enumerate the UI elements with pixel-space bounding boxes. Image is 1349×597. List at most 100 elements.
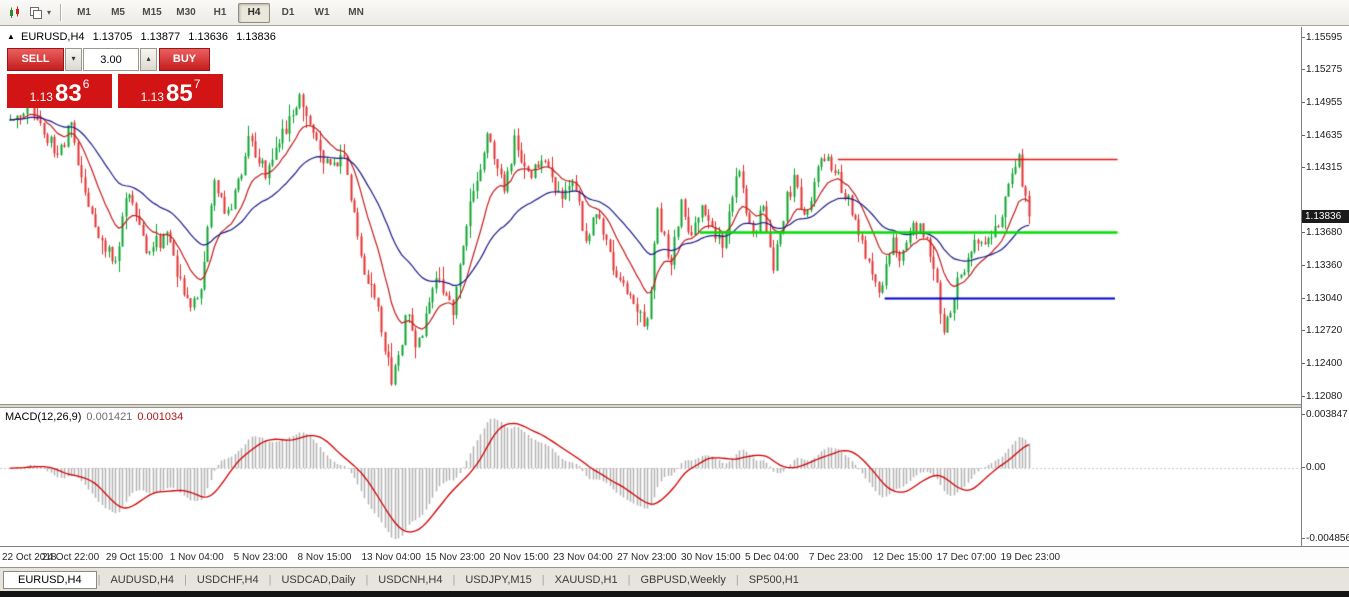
- time-axis-label: 29 Oct 15:00: [105, 552, 164, 563]
- price-tick-label: 1.12080: [1301, 390, 1343, 402]
- timeframe-button-d1[interactable]: D1: [281, 6, 295, 18]
- time-axis-label: 7 Dec 23:00: [808, 552, 863, 563]
- buy-price-pip: 7: [193, 77, 201, 91]
- macd-axis-label: -0.004856: [1301, 533, 1349, 544]
- window-bottom-edge: [0, 591, 1349, 597]
- tab-separator: |: [735, 573, 739, 586]
- window-marker-icon: ▲: [7, 32, 15, 41]
- macd-main-value: 0.001421: [86, 411, 133, 423]
- sell-price-big: 83: [54, 80, 82, 107]
- price-tick-label: 1.13680: [1301, 227, 1343, 239]
- timeframe-button-m15[interactable]: M15: [142, 6, 162, 18]
- toolbar: ▾ M1 M5 M15 M30 H1 H4 D1 W1 MN: [0, 0, 1349, 26]
- time-axis[interactable]: 22 Oct 2018 24 Oct 22:00 29 Oct 15:00 1 Nov…: [0, 546, 1349, 567]
- toolbar-separator: [60, 4, 63, 21]
- chart-icon[interactable]: [5, 3, 25, 23]
- buy-button[interactable]: BUY: [159, 48, 210, 71]
- tab-separator: |: [452, 573, 456, 586]
- time-axis-label: 5 Dec 04:00: [744, 552, 799, 563]
- chart-tab-gbpusd-weekly[interactable]: GBPUSD,Weekly: [640, 573, 726, 586]
- timeframe-button-m1[interactable]: M1: [77, 6, 91, 18]
- chart-tab-usdchf-h4[interactable]: USDCHF,H4: [196, 573, 259, 586]
- trade-controls-row: SELL ▾ ▴ BUY: [7, 48, 223, 71]
- volume-preset-button[interactable]: ▾: [65, 48, 82, 71]
- time-axis-label: 22 Oct 2018: [2, 552, 57, 563]
- price-tick-label: 1.14315: [1301, 162, 1343, 174]
- price-tick-label: 1.15595: [1301, 31, 1343, 43]
- buy-price-big: 85: [165, 80, 193, 107]
- buy-price-prefix: 1.13: [140, 90, 164, 104]
- time-axis-label: 17 Dec 07:00: [936, 552, 997, 563]
- chart-tab-eurusd-h4[interactable]: EURUSD,H4: [3, 570, 97, 589]
- timeframe-toolbar: M1 M5 M15 M30 H1 H4 D1 W1 MN: [68, 2, 374, 23]
- time-axis-label: 5 Nov 23:00: [233, 552, 288, 563]
- current-price-badge: 1.13836: [1302, 210, 1349, 224]
- symbol-title: EURUSD,H4: [20, 31, 85, 43]
- time-axis-label: 27 Nov 23:00: [617, 552, 677, 563]
- time-axis-label: 24 Oct 22:00: [41, 552, 100, 563]
- price-tick-label: 1.14955: [1301, 97, 1343, 109]
- timeframe-button-mn[interactable]: MN: [348, 6, 364, 18]
- time-axis-label: 15 Nov 23:00: [425, 552, 485, 563]
- timeframe-button-w1[interactable]: W1: [314, 6, 330, 18]
- macd-axis-label: 0.00: [1301, 462, 1326, 474]
- time-axis-label: 30 Nov 15:00: [681, 552, 741, 563]
- dropdown-caret-icon[interactable]: ▾: [47, 8, 52, 17]
- macd-name: MACD(12,26,9): [5, 411, 82, 423]
- volume-input[interactable]: [83, 48, 139, 71]
- tab-separator: |: [268, 573, 272, 586]
- tab-separator: |: [184, 573, 187, 586]
- sell-price-pip: 6: [82, 77, 90, 91]
- timeframe-button-h4[interactable]: H4: [238, 2, 271, 23]
- price-tick-label: 1.13040: [1301, 292, 1343, 304]
- trade-prices-row: 1.13 83 6 1.13 85 7: [7, 74, 223, 108]
- sell-price-tile[interactable]: 1.13 83 6: [7, 74, 112, 108]
- volume-stepper-button[interactable]: ▴: [140, 48, 157, 71]
- tab-separator: |: [97, 573, 101, 586]
- price-tick-label: 1.14635: [1301, 129, 1343, 141]
- chart-tab-audusd-h4[interactable]: AUDUSD,H4: [110, 573, 175, 586]
- ohlc-high: 1.13877: [140, 31, 181, 43]
- price-tick-label: 1.12720: [1301, 325, 1343, 337]
- price-axis[interactable]: 1.15595 1.15275 1.14955 1.14635 1.14315 1.136…: [1301, 27, 1349, 546]
- panel-splitter[interactable]: [0, 404, 1349, 408]
- time-axis-label: 19 Dec 23:00: [1000, 552, 1061, 563]
- price-tick-label: 1.12400: [1301, 358, 1343, 370]
- chart-tab-xauusd-h1[interactable]: XAUUSD,H1: [554, 573, 618, 586]
- macd-axis-label: 0.003847: [1302, 409, 1348, 420]
- time-axis-label: 20 Nov 15:00: [489, 552, 549, 563]
- price-tick-label: 1.13360: [1301, 260, 1343, 272]
- chart-header: ▲ EURUSD,H4 1.13705 1.13877 1.13636 1.13…: [7, 31, 276, 43]
- buy-price-tile[interactable]: 1.13 85 7: [118, 74, 223, 108]
- chevron-down-icon: ▾: [71, 54, 76, 63]
- chart-tab-sp500-h1[interactable]: SP500,H1: [748, 573, 799, 586]
- timeframe-button-m5[interactable]: M5: [111, 6, 125, 18]
- time-axis-label: 12 Dec 15:00: [872, 552, 933, 563]
- arrange-windows-icon[interactable]: [26, 3, 46, 23]
- sell-button[interactable]: SELL: [7, 48, 64, 71]
- macd-signal-value: 0.001034: [137, 411, 184, 423]
- macd-canvas[interactable]: [0, 408, 1301, 544]
- chart-tab-usdcnh-h4[interactable]: USDCNH,H4: [378, 573, 443, 586]
- price-tick-label: 1.15275: [1301, 64, 1343, 76]
- tab-separator: |: [627, 573, 631, 586]
- time-axis-label: 1 Nov 04:00: [169, 552, 224, 563]
- time-axis-label: 8 Nov 15:00: [297, 552, 352, 563]
- chart-tab-usdcad-daily[interactable]: USDCAD,Daily: [281, 573, 356, 586]
- ohlc-close: 1.13836: [236, 31, 276, 43]
- time-axis-label: 23 Nov 04:00: [553, 552, 613, 563]
- macd-indicator-label: MACD(12,26,9) 0.001421 0.001034: [5, 411, 183, 423]
- chart-tabs-bar: EURUSD,H4 | AUDUSD,H4 | USDCHF,H4 | USDCAD,Dai…: [0, 567, 1349, 591]
- sell-price-prefix: 1.13: [29, 90, 53, 104]
- ohlc-open: 1.13705: [92, 31, 133, 43]
- tab-separator: |: [541, 573, 545, 586]
- timeframe-button-m30[interactable]: M30: [176, 6, 196, 18]
- timeframe-button-h1[interactable]: H1: [213, 6, 227, 18]
- chart-tab-usdjpy-m15[interactable]: USDJPY,M15: [465, 573, 532, 586]
- ohlc-low: 1.13636: [188, 31, 229, 43]
- time-axis-label: 13 Nov 04:00: [361, 552, 421, 563]
- chevron-up-icon: ▴: [146, 54, 151, 63]
- tab-separator: |: [365, 573, 369, 586]
